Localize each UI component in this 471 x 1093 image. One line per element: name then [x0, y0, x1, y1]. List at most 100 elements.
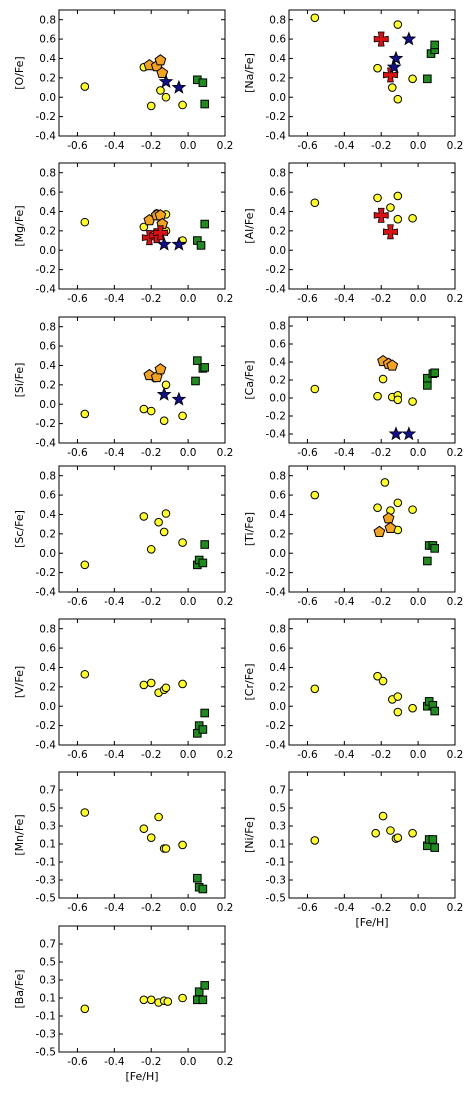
data-point-square: [423, 556, 432, 566]
x-tick-label: 0.2: [447, 902, 464, 914]
x-tick-label: -0.6: [297, 447, 318, 459]
y-tick-label: 0.3: [269, 821, 286, 833]
x-tick-label: -0.2: [371, 447, 392, 459]
x-tick-label: -0.4: [334, 596, 355, 608]
data-point-pentagon: [373, 525, 386, 537]
data-point-circle: [161, 844, 171, 853]
y-tick-label: 0.0: [39, 548, 56, 560]
data-point-circle: [408, 213, 417, 223]
y-tick-label: 0.4: [39, 360, 56, 372]
panel-NaFe: -0.6 -0.4 -0.2 0.0 0.2 -0.4 -0.2 0.0 0.2 0.4 0.6 0.…: [243, 9, 463, 152]
y-tick-label: 0.2: [269, 72, 286, 84]
data-point-circle: [178, 411, 187, 421]
data-point-circle: [139, 824, 149, 834]
x-tick-label: -0.4: [334, 749, 355, 761]
y-tick-label: 0.2: [269, 528, 286, 540]
x-tick-label: 0.0: [180, 447, 197, 459]
data-point-square: [423, 74, 432, 84]
plot-frame: [58, 465, 226, 593]
plot-frame: [288, 465, 456, 593]
data-point-circle: [393, 692, 403, 701]
data-point-square: [198, 884, 208, 894]
y-tick-label: 0.6: [39, 643, 56, 655]
data-point-square: [428, 835, 438, 844]
plot-frame: [288, 9, 456, 137]
y-tick-label: -0.4: [266, 587, 287, 599]
data-point-circle: [408, 505, 417, 514]
x-tick-label: -0.4: [104, 140, 125, 152]
data-point-square: [200, 708, 210, 718]
x-tick-label: -0.6: [67, 1056, 88, 1068]
panel-BaFe: -0.6 -0.4 -0.2 0.0 0.2 -0.5 -0.3 -0.1 0.1 0.3 0.5 0…: [13, 925, 233, 1083]
y-tick-label: -0.2: [36, 264, 57, 276]
panel-CaFe: -0.6 -0.4 -0.2 0.0 0.2 -0.4 -0.2 0.0 0.2 0.4 0.6 0.…: [243, 316, 463, 459]
x-tick-label: 0.2: [217, 749, 234, 761]
y-axis-label: [Ti/Fe]: [243, 512, 256, 546]
data-point-square: [430, 706, 440, 716]
plot-frame: [58, 9, 226, 137]
y-tick-label: 0.6: [269, 34, 286, 46]
data-point-circle: [154, 812, 163, 822]
x-tick-label: -0.4: [104, 749, 125, 761]
x-tick-label: -0.2: [141, 596, 162, 608]
y-tick-label: 0.6: [269, 187, 286, 199]
data-point-square: [200, 540, 210, 549]
data-point-pentagon: [386, 359, 399, 371]
x-tick-label: 0.0: [410, 447, 427, 459]
y-tick-label: 0.0: [269, 92, 286, 104]
data-point-circle: [371, 828, 380, 838]
data-point-circle: [80, 217, 90, 227]
data-point-circle: [178, 538, 187, 547]
panel-NiFe: -0.6 -0.4 -0.2 0.0 0.2 -0.5 -0.3 -0.1 0.1 0.3 0.5 0…: [243, 771, 464, 929]
panel-AlFe: -0.6 -0.4 -0.2 0.0 0.2 -0.4 -0.2 0.0 0.2 0.4 0.6 0.…: [243, 162, 463, 305]
data-point-circle: [310, 684, 320, 694]
y-tick-label: 0.2: [39, 681, 56, 693]
x-tick-label: -0.4: [334, 447, 355, 459]
y-tick-label: -0.2: [266, 567, 287, 579]
y-tick-label: -0.2: [266, 411, 287, 423]
data-point-square: [430, 544, 440, 553]
y-tick-label: 0.2: [39, 225, 56, 237]
x-tick-label: -0.2: [371, 902, 392, 914]
data-point-circle: [80, 82, 90, 91]
data-point-star: [171, 391, 187, 406]
y-tick-label: 0.2: [39, 528, 56, 540]
y-axis-label: [Ba/Fe]: [13, 969, 26, 1008]
y-tick-label: -0.1: [266, 857, 287, 869]
data-point-star: [171, 236, 187, 251]
data-point-circle: [310, 384, 320, 394]
plot-frame: [288, 162, 456, 290]
plot-frame: [288, 618, 456, 746]
y-tick-label: -0.4: [36, 438, 57, 450]
data-point-circle: [373, 391, 382, 401]
panel-OFe: -0.6 -0.4 -0.2 0.0 0.2 -0.4 -0.2 0.0 0.2 0.4 0.6 0.…: [13, 9, 233, 152]
data-point-square: [193, 356, 202, 365]
y-tick-label: 0.8: [39, 623, 56, 635]
data-point-circle: [373, 671, 382, 681]
data-point-circle: [159, 527, 169, 537]
y-axis-label: [Al/Fe]: [243, 208, 256, 243]
y-axis-label: [Mn/Fe]: [13, 814, 26, 855]
x-axis-label: [Fe/H]: [355, 916, 388, 929]
y-tick-label: 0.6: [39, 34, 56, 46]
x-tick-label: 0.2: [447, 596, 464, 608]
data-point-circle: [393, 498, 403, 508]
y-tick-label: -0.1: [36, 857, 57, 869]
data-point-circle: [408, 703, 417, 713]
y-axis-label: [Ca/Fe]: [243, 360, 256, 399]
y-tick-label: 0.2: [39, 379, 56, 391]
x-tick-label: -0.2: [371, 293, 392, 305]
y-tick-label: 0.1: [269, 839, 286, 851]
y-tick-label: 0.7: [39, 939, 56, 951]
data-point-circle: [310, 490, 320, 500]
y-tick-label: 0.8: [39, 14, 56, 26]
x-tick-label: 0.0: [410, 596, 427, 608]
y-tick-label: 0.4: [39, 662, 56, 674]
x-tick-label: -0.6: [67, 902, 88, 914]
x-tick-label: -0.4: [104, 596, 125, 608]
y-tick-label: 0.0: [269, 245, 286, 257]
x-tick-label: -0.6: [67, 447, 88, 459]
data-point-star: [388, 50, 404, 65]
data-point-circle: [178, 840, 187, 850]
x-tick-label: -0.6: [67, 140, 88, 152]
